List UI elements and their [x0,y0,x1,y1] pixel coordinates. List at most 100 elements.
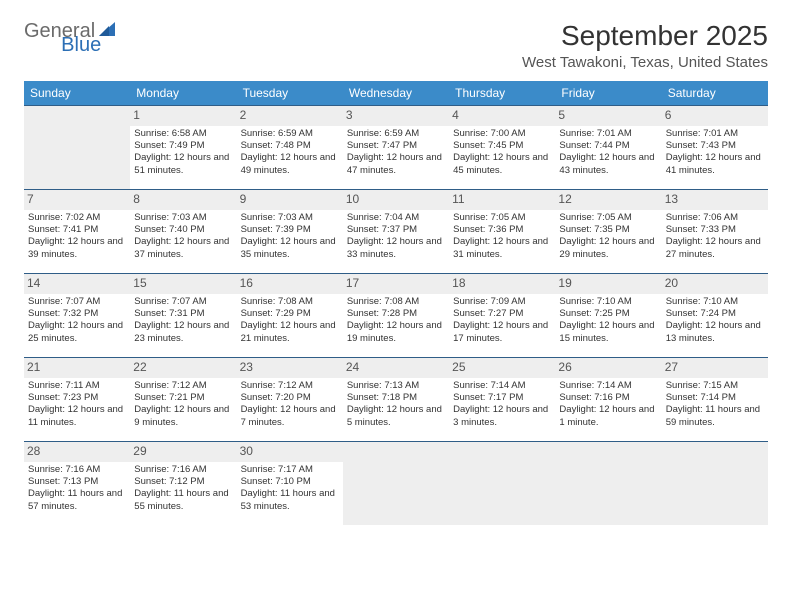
day-number: 9 [237,190,343,210]
daylight-text: Daylight: 12 hours and 11 minutes. [28,404,126,429]
sunrise-text: Sunrise: 7:10 AM [666,296,764,308]
sunset-text: Sunset: 7:21 PM [134,392,232,404]
sunset-text: Sunset: 7:36 PM [453,224,551,236]
header: General Blue September 2025 West Tawakon… [24,20,768,71]
sunset-text: Sunset: 7:25 PM [559,308,657,320]
day-cell-15: 15Sunrise: 7:07 AMSunset: 7:31 PMDayligh… [130,273,236,357]
day-number: 14 [24,274,130,294]
day-number: 16 [237,274,343,294]
day-number: 23 [237,358,343,378]
sunrise-text: Sunrise: 7:03 AM [134,212,232,224]
empty-cell [662,441,768,525]
daylight-text: Daylight: 11 hours and 53 minutes. [241,488,339,513]
daylight-text: Daylight: 11 hours and 57 minutes. [28,488,126,513]
sunrise-text: Sunrise: 7:02 AM [28,212,126,224]
sunrise-text: Sunrise: 7:12 AM [241,380,339,392]
sunset-text: Sunset: 7:27 PM [453,308,551,320]
day-cell-16: 16Sunrise: 7:08 AMSunset: 7:29 PMDayligh… [237,273,343,357]
day-number: 25 [449,358,555,378]
daylight-text: Daylight: 12 hours and 41 minutes. [666,152,764,177]
calendar-page: General Blue September 2025 West Tawakon… [0,0,792,545]
daylight-text: Daylight: 12 hours and 21 minutes. [241,320,339,345]
sunrise-text: Sunrise: 7:16 AM [134,464,232,476]
day-number: 10 [343,190,449,210]
day-number: 15 [130,274,236,294]
location-text: West Tawakoni, Texas, United States [522,54,768,71]
day-cell-18: 18 Sunrise: 7:09 AMSunset: 7:27 PMDayligh… [449,273,555,357]
empty-cell [343,441,449,525]
sunrise-text: Sunrise: 7:08 AM [347,296,445,308]
day-number: 28 [24,442,130,462]
daylight-text: Daylight: 12 hours and 17 minutes. [453,320,551,345]
daylight-text: Daylight: 12 hours and 29 minutes. [559,236,657,261]
day-cell-25: 25Sunrise: 7:14 AMSunset: 7:17 PMDayligh… [449,357,555,441]
day-number: 30 [237,442,343,462]
day-number: 27 [662,358,768,378]
daylight-text: Daylight: 12 hours and 37 minutes. [134,236,232,261]
sunrise-text: Sunrise: 7:17 AM [241,464,339,476]
day-cell-3: 3Sunrise: 6:59 AMSunset: 7:47 PMDaylight… [343,105,449,189]
daylight-text: Daylight: 12 hours and 25 minutes. [28,320,126,345]
daylight-text: Daylight: 12 hours and 51 minutes. [134,152,232,177]
sunrise-text: Sunrise: 7:01 AM [666,128,764,140]
brand-logo: General Blue [24,20,159,43]
sunset-text: Sunset: 7:28 PM [347,308,445,320]
sunset-text: Sunset: 7:40 PM [134,224,232,236]
sunset-text: Sunset: 7:16 PM [559,392,657,404]
day-number: 7 [24,190,130,210]
day-number: 19 [555,274,661,294]
day-number: 22 [130,358,236,378]
sunset-text: Sunset: 7:13 PM [28,476,126,488]
day-number: 4 [449,106,555,126]
day-number: 18 [449,274,555,294]
day-cell-22: 22Sunrise: 7:12 AMSunset: 7:21 PMDayligh… [130,357,236,441]
calendar-grid: SundayMondayTuesdayWednesdayThursdayFrid… [24,81,768,525]
daylight-text: Daylight: 12 hours and 49 minutes. [241,152,339,177]
daylight-text: Daylight: 12 hours and 5 minutes. [347,404,445,429]
daylight-text: Daylight: 12 hours and 23 minutes. [134,320,232,345]
sunset-text: Sunset: 7:45 PM [453,140,551,152]
sunrise-text: Sunrise: 7:03 AM [241,212,339,224]
day-cell-11: 11Sunrise: 7:05 AMSunset: 7:36 PMDayligh… [449,189,555,273]
sunset-text: Sunset: 7:49 PM [134,140,232,152]
sunset-text: Sunset: 7:33 PM [666,224,764,236]
day-number: 20 [662,274,768,294]
day-number: 1 [130,106,236,126]
day-number: 24 [343,358,449,378]
dayhead-tuesday: Tuesday [237,81,343,105]
sunrise-text: Sunrise: 7:05 AM [453,212,551,224]
day-number: 12 [555,190,661,210]
daylight-text: Daylight: 12 hours and 45 minutes. [453,152,551,177]
sunset-text: Sunset: 7:35 PM [559,224,657,236]
day-cell-19: 19Sunrise: 7:10 AMSunset: 7:25 PMDayligh… [555,273,661,357]
day-cell-8: 8Sunrise: 7:03 AMSunset: 7:40 PMDaylight… [130,189,236,273]
sunrise-text: Sunrise: 6:58 AM [134,128,232,140]
sunrise-text: Sunrise: 7:07 AM [28,296,126,308]
daylight-text: Daylight: 12 hours and 47 minutes. [347,152,445,177]
daylight-text: Daylight: 12 hours and 31 minutes. [453,236,551,261]
sunrise-text: Sunrise: 7:09 AM [453,296,551,308]
sunset-text: Sunset: 7:14 PM [666,392,764,404]
sunset-text: Sunset: 7:48 PM [241,140,339,152]
day-number: 3 [343,106,449,126]
sunrise-text: Sunrise: 7:07 AM [134,296,232,308]
sunset-text: Sunset: 7:17 PM [453,392,551,404]
sunset-text: Sunset: 7:24 PM [666,308,764,320]
day-cell-27: 27Sunrise: 7:15 AMSunset: 7:14 PMDayligh… [662,357,768,441]
sunrise-text: Sunrise: 7:10 AM [559,296,657,308]
sunset-text: Sunset: 7:32 PM [28,308,126,320]
sunrise-text: Sunrise: 7:01 AM [559,128,657,140]
sunset-text: Sunset: 7:23 PM [28,392,126,404]
day-number: 5 [555,106,661,126]
day-cell-5: 5Sunrise: 7:01 AMSunset: 7:44 PMDaylight… [555,105,661,189]
day-cell-30: 30Sunrise: 7:17 AMSunset: 7:10 PMDayligh… [237,441,343,525]
dayhead-wednesday: Wednesday [343,81,449,105]
sunrise-text: Sunrise: 7:08 AM [241,296,339,308]
sunset-text: Sunset: 7:37 PM [347,224,445,236]
day-cell-7: 7Sunrise: 7:02 AMSunset: 7:41 PMDaylight… [24,189,130,273]
sunset-text: Sunset: 7:12 PM [134,476,232,488]
sunset-text: Sunset: 7:43 PM [666,140,764,152]
daylight-text: Daylight: 12 hours and 1 minute. [559,404,657,429]
daylight-text: Daylight: 12 hours and 9 minutes. [134,404,232,429]
dayhead-friday: Friday [555,81,661,105]
